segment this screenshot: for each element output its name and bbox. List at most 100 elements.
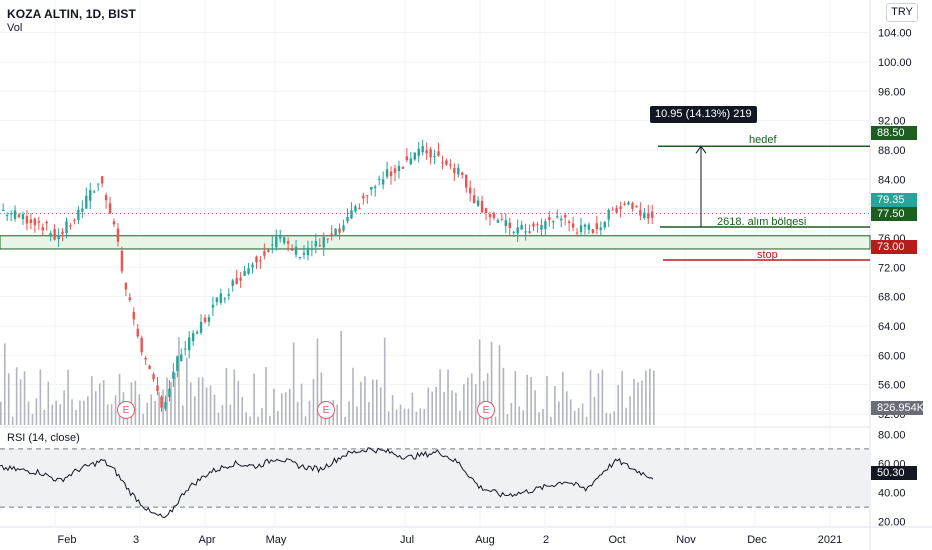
candle-body xyxy=(227,294,230,296)
candle-body xyxy=(370,186,373,190)
buy-zone-label: 2618. alım bölgesi xyxy=(717,216,807,228)
candle-body xyxy=(417,148,420,157)
candle-body xyxy=(132,311,135,320)
candle-body xyxy=(108,203,112,214)
volume-bar xyxy=(368,402,370,425)
candle-body xyxy=(639,209,642,216)
volume-bar xyxy=(435,386,437,425)
volume-bar xyxy=(134,380,137,425)
volume-bar xyxy=(352,367,354,425)
volume-bar xyxy=(98,383,101,425)
candle-body xyxy=(144,358,147,360)
volume-bar xyxy=(336,404,339,425)
volume-bar xyxy=(35,398,38,425)
candle-body xyxy=(524,231,527,233)
volume-bar xyxy=(348,401,350,425)
candle-body xyxy=(651,211,654,218)
earnings-marker[interactable]: E xyxy=(477,401,495,419)
volume-bar xyxy=(387,411,390,425)
candle-body xyxy=(235,277,238,284)
candle-body xyxy=(461,172,464,176)
volume-bar xyxy=(79,400,81,425)
candle-body xyxy=(282,237,286,243)
volume-bar xyxy=(59,404,61,425)
candle-body xyxy=(579,225,583,233)
candle-body xyxy=(560,218,563,221)
volume-bar xyxy=(530,376,532,425)
volume-bar xyxy=(87,396,89,425)
candle-body xyxy=(263,251,266,256)
volume-bar xyxy=(245,412,247,425)
candle-body xyxy=(500,218,504,220)
currency-button[interactable]: TRY xyxy=(886,3,918,22)
earnings-marker[interactable]: E xyxy=(317,401,335,419)
candle-body xyxy=(346,216,349,222)
volume-bar xyxy=(71,399,73,425)
volume-bar xyxy=(463,384,465,425)
chart-legend: KOZA ALTIN, 1D, BIST Vol xyxy=(7,7,136,35)
volume-bar xyxy=(383,337,386,425)
symbol-title[interactable]: KOZA ALTIN, 1D, BIST xyxy=(7,7,136,21)
volume-bar xyxy=(423,408,426,425)
rsi-tick-label: 80.00 xyxy=(878,429,906,441)
price-tick-label: 88.00 xyxy=(878,145,906,157)
candle-body xyxy=(623,203,626,205)
volume-value-tag: 826.954K xyxy=(871,401,924,415)
price-tick-label: 68.00 xyxy=(878,292,906,304)
volume-bar xyxy=(257,416,259,425)
volume-bar xyxy=(617,384,620,425)
volume-bar xyxy=(182,405,184,425)
volume-bar xyxy=(641,380,643,425)
candle-body xyxy=(136,328,139,337)
candle-body xyxy=(211,304,215,308)
volume-bar xyxy=(296,401,299,425)
candle-body xyxy=(571,223,575,228)
candle-body xyxy=(65,221,68,234)
candle-body xyxy=(49,233,52,236)
candle-body xyxy=(492,213,496,218)
volume-bar xyxy=(75,409,77,425)
volume-bar xyxy=(379,387,382,425)
candle-body xyxy=(552,221,555,223)
volume-bar xyxy=(178,337,180,425)
candle-body xyxy=(290,249,294,251)
volume-bar xyxy=(138,394,141,425)
candle-body xyxy=(326,238,329,240)
candle-body xyxy=(508,222,511,228)
candle-body xyxy=(603,221,606,228)
candle-body xyxy=(191,333,195,342)
volume-bar xyxy=(375,379,378,425)
measure-arrowhead xyxy=(695,145,707,154)
volume-bar xyxy=(11,416,14,425)
volume-bar xyxy=(494,416,497,425)
volume-bar xyxy=(601,369,604,425)
candle-body xyxy=(465,174,468,188)
candle-body xyxy=(627,202,630,205)
volume-bar xyxy=(225,368,228,425)
candle-body xyxy=(635,205,638,207)
volume-bar xyxy=(304,416,307,425)
candle-body xyxy=(405,156,409,161)
price-tick-label: 84.00 xyxy=(878,174,906,186)
rsi-band xyxy=(0,448,870,508)
volume-bar xyxy=(261,407,263,425)
candle-body xyxy=(480,200,484,213)
earnings-marker[interactable]: E xyxy=(117,401,135,419)
candle-body xyxy=(199,321,203,333)
volume-bar xyxy=(0,401,2,425)
rsi-line xyxy=(0,447,654,519)
volume-bar xyxy=(280,393,283,425)
target-price-tag: 88.50 xyxy=(871,126,917,140)
volume-bar xyxy=(91,376,93,425)
candle-body xyxy=(607,209,610,220)
rsi-label[interactable]: RSI (14, close) xyxy=(7,432,80,444)
candle-body xyxy=(520,224,523,230)
volume-bar xyxy=(150,394,152,425)
current-price-tag: 79.35 xyxy=(871,193,917,207)
target-label: hedef xyxy=(749,134,777,146)
price-tick-label: 72.00 xyxy=(878,262,906,274)
candle-body xyxy=(595,223,599,230)
candle-body xyxy=(643,212,646,219)
volume-label[interactable]: Vol xyxy=(7,22,23,34)
